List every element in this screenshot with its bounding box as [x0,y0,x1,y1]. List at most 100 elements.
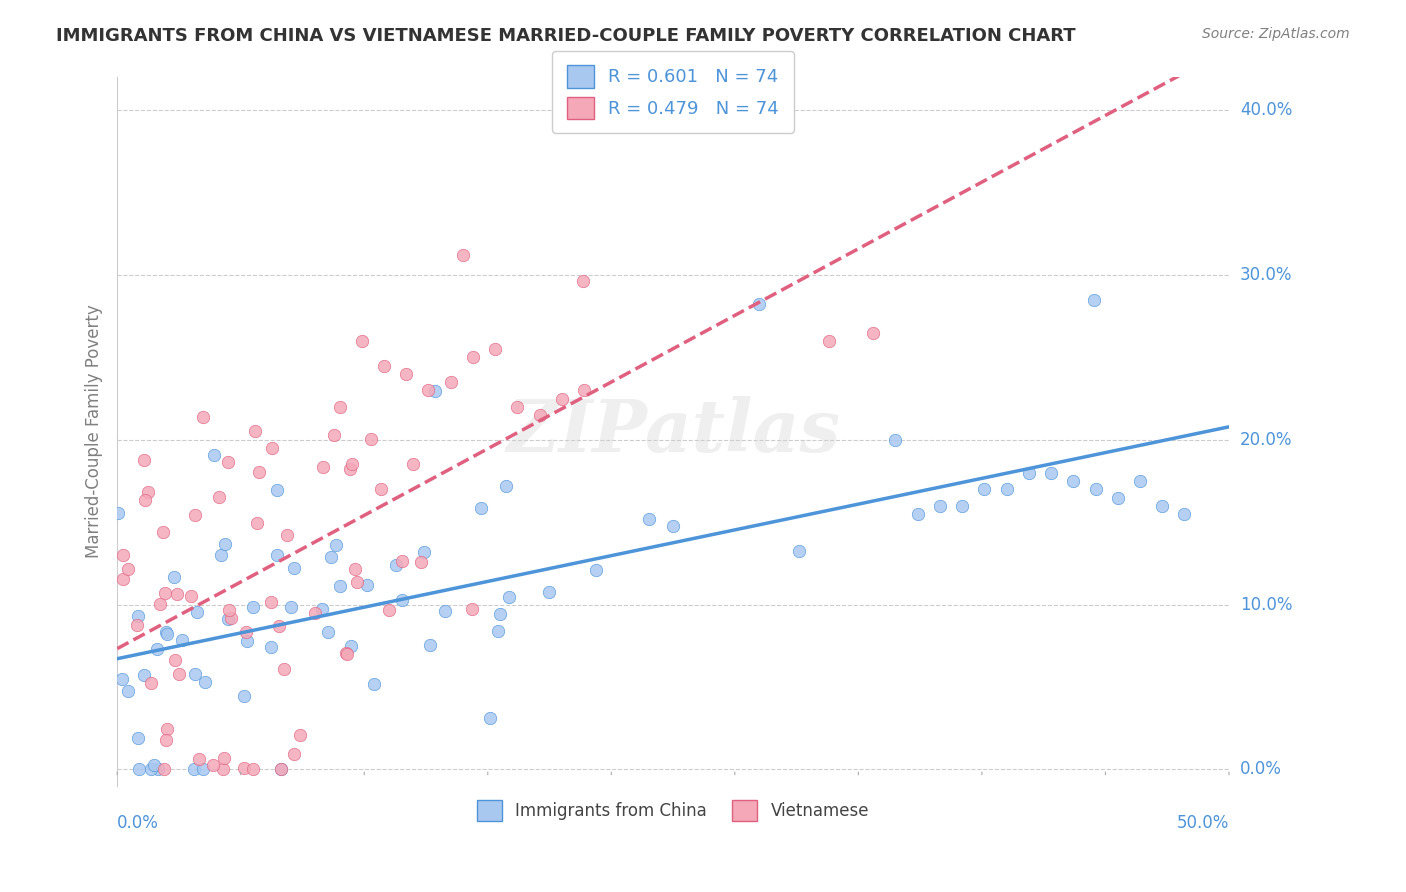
Legend: Immigrants from China, Vietnamese: Immigrants from China, Vietnamese [464,787,883,834]
Point [211,762,233,776]
Point [339,461,361,475]
Point [391,592,413,607]
Point [486,624,509,638]
Point [136,485,159,500]
Point [907,507,929,521]
Point [1018,466,1040,480]
Text: ZIPatlas: ZIPatlas [506,396,841,467]
Point [111,572,134,586]
Point [585,563,607,577]
Point [283,560,305,574]
Point [1062,474,1084,488]
Point [1152,499,1174,513]
Point [335,646,357,660]
Point [1129,474,1152,488]
Point [356,577,378,591]
Point [290,728,312,742]
Point [273,662,295,676]
Point [409,555,432,569]
Point [132,453,155,467]
Point [638,512,661,526]
Point [235,625,257,640]
Point [267,619,290,633]
Point [148,762,170,776]
Point [218,603,240,617]
Point [270,762,292,776]
Point [350,334,373,348]
Point [1107,491,1129,505]
Point [236,633,259,648]
Point [661,519,683,533]
Point [134,493,156,508]
Point [419,639,441,653]
Point [142,758,165,772]
Point [214,751,236,765]
Point [202,758,225,772]
Point [434,605,457,619]
Point [461,351,484,365]
Point [787,544,810,558]
Point [478,711,501,725]
Point [166,587,188,601]
Point [402,458,425,472]
Point [233,761,256,775]
Point [149,597,172,611]
Point [748,297,770,311]
Point [184,508,207,522]
Point [152,525,174,540]
Text: 10.0%: 10.0% [1240,596,1292,614]
Point [950,499,973,513]
Point [217,612,239,626]
Point [266,548,288,562]
Point [316,624,339,639]
Point [928,499,950,513]
Point [107,507,129,521]
Point [127,731,149,745]
Point [194,674,217,689]
Point [304,607,326,621]
Point [484,343,506,357]
Point [360,432,382,446]
Point [132,667,155,681]
Point [373,359,395,373]
Point [413,545,436,559]
Text: 0.0%: 0.0% [117,814,159,832]
Point [246,516,269,531]
Point [311,602,333,616]
Point [146,641,169,656]
Point [423,384,446,398]
Point [191,762,214,776]
Point [529,408,551,422]
Point [208,490,231,504]
Point [127,609,149,624]
Point [156,722,179,736]
Point [247,465,270,479]
Point [572,384,595,398]
Point [155,627,177,641]
Point [111,672,134,686]
Point [322,428,344,442]
Point [128,762,150,776]
Point [378,602,401,616]
Text: IMMIGRANTS FROM CHINA VS VIETNAMESE MARRIED-COUPLE FAMILY POVERTY CORRELATION CH: IMMIGRANTS FROM CHINA VS VIETNAMESE MARR… [56,27,1076,45]
Point [242,599,264,614]
Point [336,647,359,661]
Point [418,384,440,398]
Point [571,274,593,288]
Point [312,459,335,474]
Point [184,667,207,681]
Point [328,400,350,414]
Point [817,334,839,348]
Point [270,762,292,776]
Point [214,537,236,551]
Point [470,500,492,515]
Point [391,554,413,568]
Point [125,618,148,632]
Point [995,483,1018,497]
Point [242,762,264,776]
Point [495,479,517,493]
Point [1040,466,1063,480]
Point [155,625,177,640]
Point [370,482,392,496]
Point [884,433,907,447]
